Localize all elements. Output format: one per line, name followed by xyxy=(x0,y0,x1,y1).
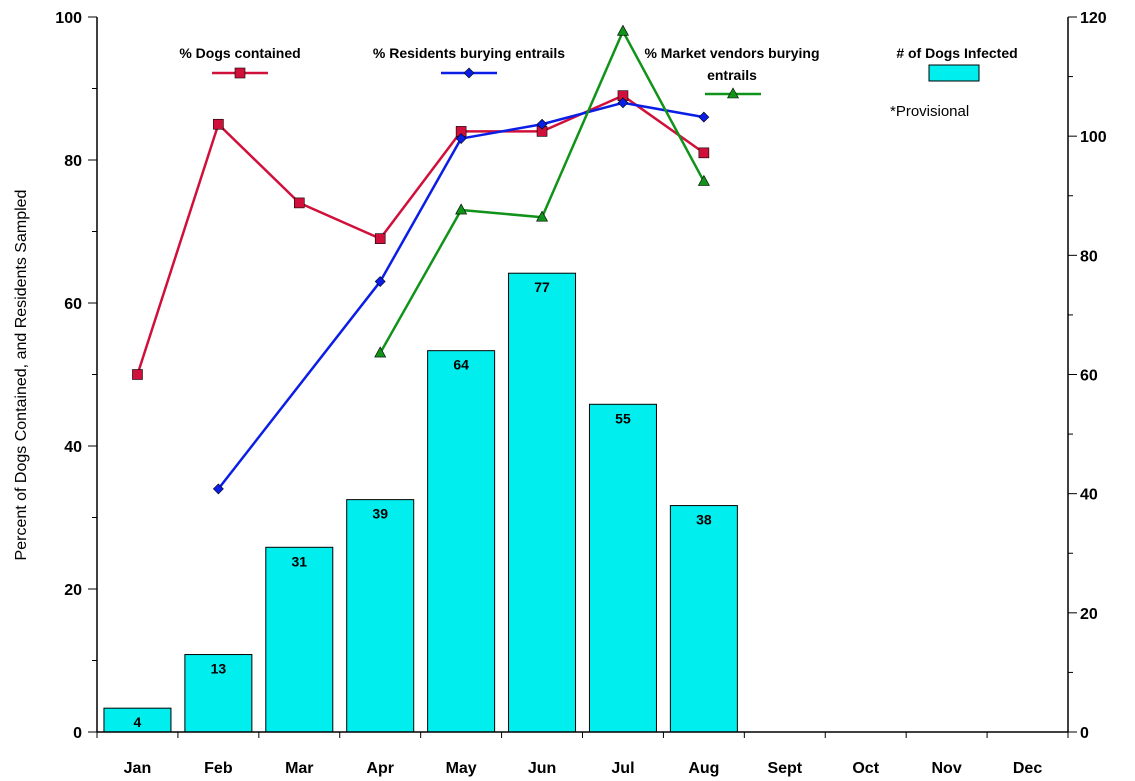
left-tick-label: 0 xyxy=(73,725,82,742)
right-tick-label: 40 xyxy=(1080,487,1098,504)
series-2-line xyxy=(217,101,705,490)
bar-label-jul: 55 xyxy=(615,410,631,426)
bar-aug xyxy=(669,505,738,733)
right-tick-label: 20 xyxy=(1080,606,1098,623)
series-2-point-jul xyxy=(617,97,629,109)
bar-label-jun: 77 xyxy=(534,279,550,295)
right-tick-label: 100 xyxy=(1080,129,1107,146)
legend-marker-dogs-contained xyxy=(234,67,246,79)
legend-marker-market-vendors xyxy=(726,87,740,99)
x-tick-label-oct: Oct xyxy=(852,760,879,777)
bar-may xyxy=(427,350,496,733)
legend-marker-residents xyxy=(463,67,475,79)
right-tick-label: 0 xyxy=(1080,725,1089,742)
bar-label-mar: 31 xyxy=(292,553,308,569)
legend-label-market-vendors-line2: entrails xyxy=(707,67,757,83)
legend-label-dogs-infected: # of Dogs Infected xyxy=(896,45,1017,61)
series-2-point-jun xyxy=(536,118,548,130)
x-tick-label-jul: Jul xyxy=(611,760,634,777)
x-tick-label-dec: Dec xyxy=(1013,760,1042,777)
bar-label-feb: 13 xyxy=(211,661,227,677)
series-3-point-aug xyxy=(697,174,710,186)
right-tick-label: 60 xyxy=(1080,368,1098,385)
lines-layer xyxy=(132,24,710,495)
left-tick-label: 100 xyxy=(55,10,82,27)
x-tick-label-jun: Jun xyxy=(528,760,556,777)
legend-label-residents: % Residents burying entrails xyxy=(373,45,565,61)
axes-layer: 0 20 40 60 80 100 0 20 40 60 80 100 120 Jan Feb Mar Apr M… xyxy=(55,10,1107,777)
bar-mar xyxy=(265,546,334,733)
legend-swatch-dogs-infected xyxy=(928,64,980,82)
bar-jun xyxy=(508,272,577,733)
bar-jul xyxy=(588,403,657,733)
series-1-point-jan xyxy=(132,369,143,380)
left-tick-label: 60 xyxy=(64,296,82,313)
series-3-point-jun xyxy=(536,210,549,222)
series-1-line xyxy=(136,94,705,375)
y-axis-title: Percent of Dogs Contained, and Residents… xyxy=(13,190,30,561)
series-3-point-may xyxy=(455,203,468,215)
series-2-point-feb xyxy=(212,483,224,495)
bar-label-apr: 39 xyxy=(372,506,388,522)
x-tick-label-jan: Jan xyxy=(124,760,152,777)
legend-layer: % Dogs contained % Residents burying entr… xyxy=(179,45,1018,99)
x-tick-label-apr: Apr xyxy=(366,760,394,777)
bar-label-jan: 4 xyxy=(134,714,142,730)
right-tick-label: 80 xyxy=(1080,248,1098,265)
x-tick-label-aug: Aug xyxy=(688,760,719,777)
legend-label-market-vendors-line1: % Market vendors burying xyxy=(644,45,819,61)
left-tick-label: 80 xyxy=(64,153,82,170)
left-tick-label: 40 xyxy=(64,439,82,456)
bar-label-aug: 38 xyxy=(696,512,712,528)
series-1-point-apr xyxy=(374,233,386,244)
left-tick-label: 20 xyxy=(64,582,82,599)
x-tick-label-may: May xyxy=(446,760,477,777)
right-tick-label: 120 xyxy=(1080,10,1107,27)
bar-feb xyxy=(184,654,253,733)
x-tick-label-sept: Sept xyxy=(767,760,802,777)
x-tick-label-nov: Nov xyxy=(932,760,962,777)
bars-layer: 4 13 31 39 64 77 55 38 xyxy=(103,272,738,733)
series-2-point-aug xyxy=(698,111,710,123)
series-3-point-apr xyxy=(374,346,387,358)
bar-label-may: 64 xyxy=(453,357,469,373)
series-2-point-may xyxy=(455,133,467,144)
bar-apr xyxy=(346,499,415,733)
series-3-point-jul xyxy=(616,24,629,36)
legend-label-dogs-contained: % Dogs contained xyxy=(179,45,300,61)
series-1-point-mar xyxy=(293,197,305,209)
x-tick-label-feb: Feb xyxy=(204,760,233,777)
x-tick-label-mar: Mar xyxy=(285,760,313,777)
series-2-point-apr xyxy=(374,276,386,287)
series-1-point-aug xyxy=(698,147,710,159)
series-1-point-feb xyxy=(213,118,224,130)
provisional-note: *Provisional xyxy=(890,103,969,120)
